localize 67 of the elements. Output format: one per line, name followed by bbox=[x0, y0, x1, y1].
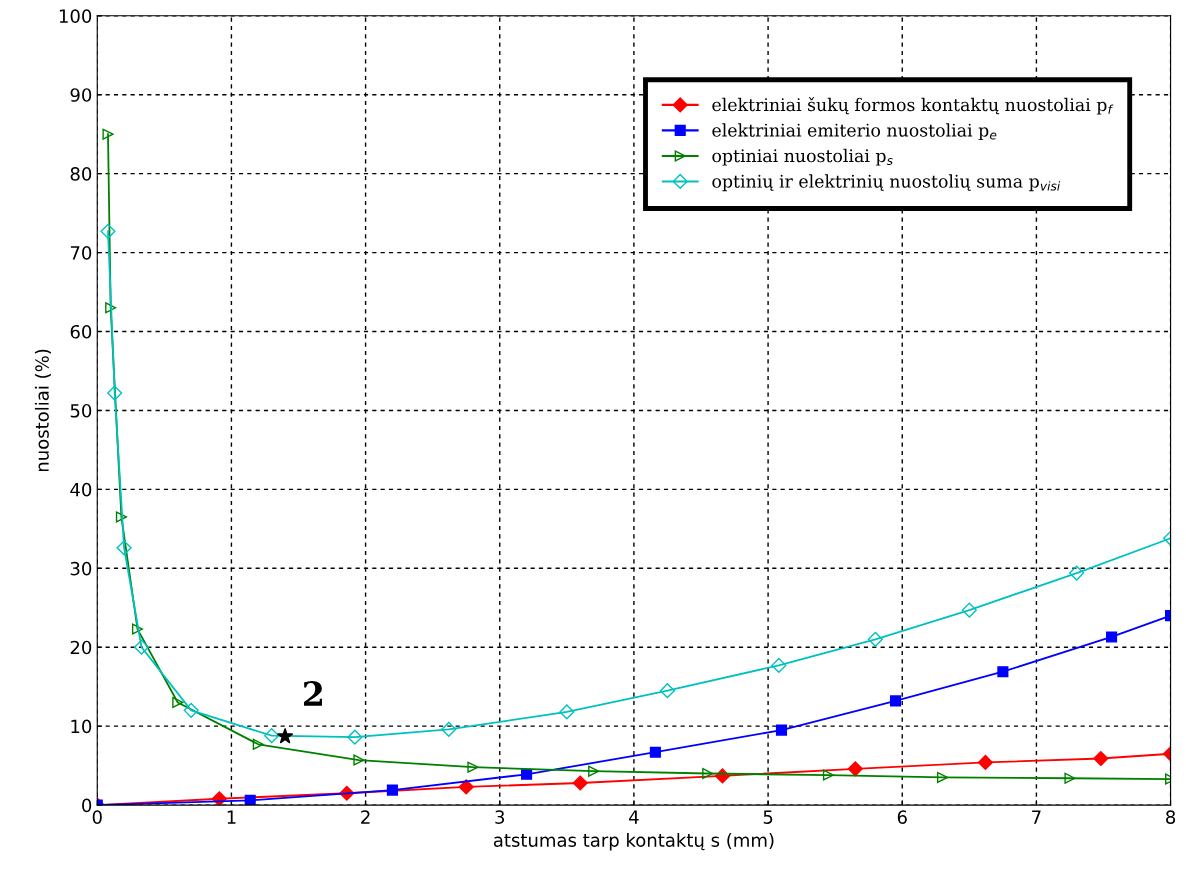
point bbox=[822, 769, 835, 781]
point bbox=[1093, 750, 1109, 767]
x-tick-label: 6 bbox=[897, 810, 907, 824]
point bbox=[961, 602, 977, 618]
y-tick-label: 90 bbox=[70, 88, 92, 102]
legend-label: elektriniai šukų formos kontaktų nuostoliai p$_{f}$ bbox=[712, 97, 1114, 115]
y-tick-label: 80 bbox=[70, 167, 92, 181]
y-tick-label: 0 bbox=[82, 798, 92, 813]
x-tick-label: 2 bbox=[361, 810, 370, 824]
point bbox=[659, 683, 676, 699]
x-tick-label: 5 bbox=[763, 810, 773, 824]
point bbox=[386, 784, 398, 796]
point bbox=[702, 767, 714, 780]
point bbox=[559, 704, 575, 720]
point bbox=[353, 754, 365, 766]
point bbox=[847, 761, 863, 777]
legend-label: elektriniai emiterio nuostoliai p$_{e}$ bbox=[712, 123, 997, 141]
point bbox=[264, 728, 280, 744]
y-tick-label: 40 bbox=[70, 482, 92, 497]
point bbox=[1105, 631, 1118, 643]
point bbox=[441, 721, 457, 737]
point bbox=[116, 540, 132, 556]
point bbox=[572, 775, 588, 791]
point bbox=[467, 761, 479, 773]
point bbox=[997, 666, 1009, 678]
point bbox=[100, 223, 116, 239]
point bbox=[131, 623, 144, 635]
x-tick-label: 7 bbox=[1032, 810, 1041, 824]
point bbox=[977, 754, 994, 771]
y-tick-label: 60 bbox=[70, 324, 92, 339]
point bbox=[107, 385, 123, 401]
x-axis-title: atstumas tarp kontaktų s (mm) bbox=[493, 832, 774, 851]
point bbox=[588, 765, 600, 777]
y-tick-label: 100 bbox=[59, 9, 92, 23]
point bbox=[102, 128, 114, 140]
point bbox=[889, 695, 902, 707]
point bbox=[775, 724, 788, 736]
point bbox=[183, 702, 199, 718]
y-tick-label: 70 bbox=[70, 246, 92, 260]
legend-label: optinių ir elektrinių nuostolių suma p$_{visi}$ bbox=[712, 174, 1061, 192]
point bbox=[172, 696, 184, 709]
annotation: 2 bbox=[303, 681, 322, 706]
point bbox=[771, 657, 787, 673]
point bbox=[133, 639, 150, 655]
y-tick-label: 20 bbox=[70, 640, 92, 655]
x-tick-label: 3 bbox=[495, 810, 505, 824]
legend-label: optiniai nuostoliai p$_{s}$ bbox=[712, 148, 893, 166]
y-tick-label: 10 bbox=[71, 719, 92, 734]
x-tick-label: 8 bbox=[1166, 810, 1176, 824]
x-tick-label: 1 bbox=[227, 810, 236, 824]
point bbox=[1069, 565, 1085, 581]
y-tick-label: 30 bbox=[70, 561, 92, 576]
point bbox=[649, 746, 661, 758]
point bbox=[347, 729, 363, 745]
point bbox=[105, 302, 117, 314]
x-tick-label: 0 bbox=[92, 810, 102, 824]
point bbox=[252, 738, 264, 750]
point bbox=[277, 728, 294, 744]
point bbox=[1064, 772, 1076, 784]
point bbox=[936, 771, 949, 784]
y-axis-title: nuostoliai (%) bbox=[34, 349, 51, 472]
point bbox=[867, 631, 883, 647]
y-tick-label: 50 bbox=[70, 403, 92, 418]
point bbox=[458, 779, 474, 795]
point bbox=[115, 511, 127, 523]
point bbox=[521, 768, 533, 780]
x-tick-label: 4 bbox=[629, 810, 639, 824]
